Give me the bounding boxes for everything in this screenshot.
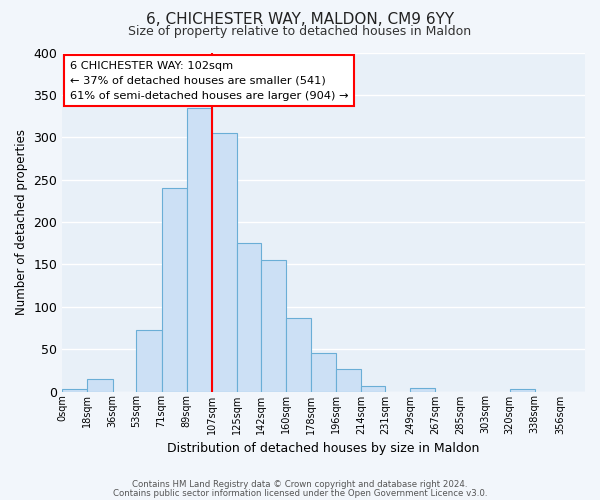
Bar	[136, 330, 161, 392]
Bar	[261, 260, 286, 392]
Text: 6 CHICHESTER WAY: 102sqm
← 37% of detached houses are smaller (541)
61% of semi-: 6 CHICHESTER WAY: 102sqm ← 37% of detach…	[70, 61, 349, 100]
Y-axis label: Number of detached properties: Number of detached properties	[15, 129, 28, 315]
Bar	[187, 108, 212, 392]
Bar	[161, 188, 187, 392]
Text: Contains HM Land Registry data © Crown copyright and database right 2024.: Contains HM Land Registry data © Crown c…	[132, 480, 468, 489]
X-axis label: Distribution of detached houses by size in Maldon: Distribution of detached houses by size …	[167, 442, 480, 455]
Bar	[62, 389, 88, 392]
Bar	[361, 386, 385, 392]
Bar	[311, 354, 336, 392]
Bar	[212, 133, 237, 392]
Text: 6, CHICHESTER WAY, MALDON, CM9 6YY: 6, CHICHESTER WAY, MALDON, CM9 6YY	[146, 12, 454, 28]
Text: Size of property relative to detached houses in Maldon: Size of property relative to detached ho…	[128, 25, 472, 38]
Bar	[88, 379, 113, 392]
Bar	[509, 389, 535, 392]
Bar	[336, 368, 361, 392]
Text: Contains public sector information licensed under the Open Government Licence v3: Contains public sector information licen…	[113, 489, 487, 498]
Bar	[286, 318, 311, 392]
Bar	[237, 243, 261, 392]
Bar	[410, 388, 436, 392]
